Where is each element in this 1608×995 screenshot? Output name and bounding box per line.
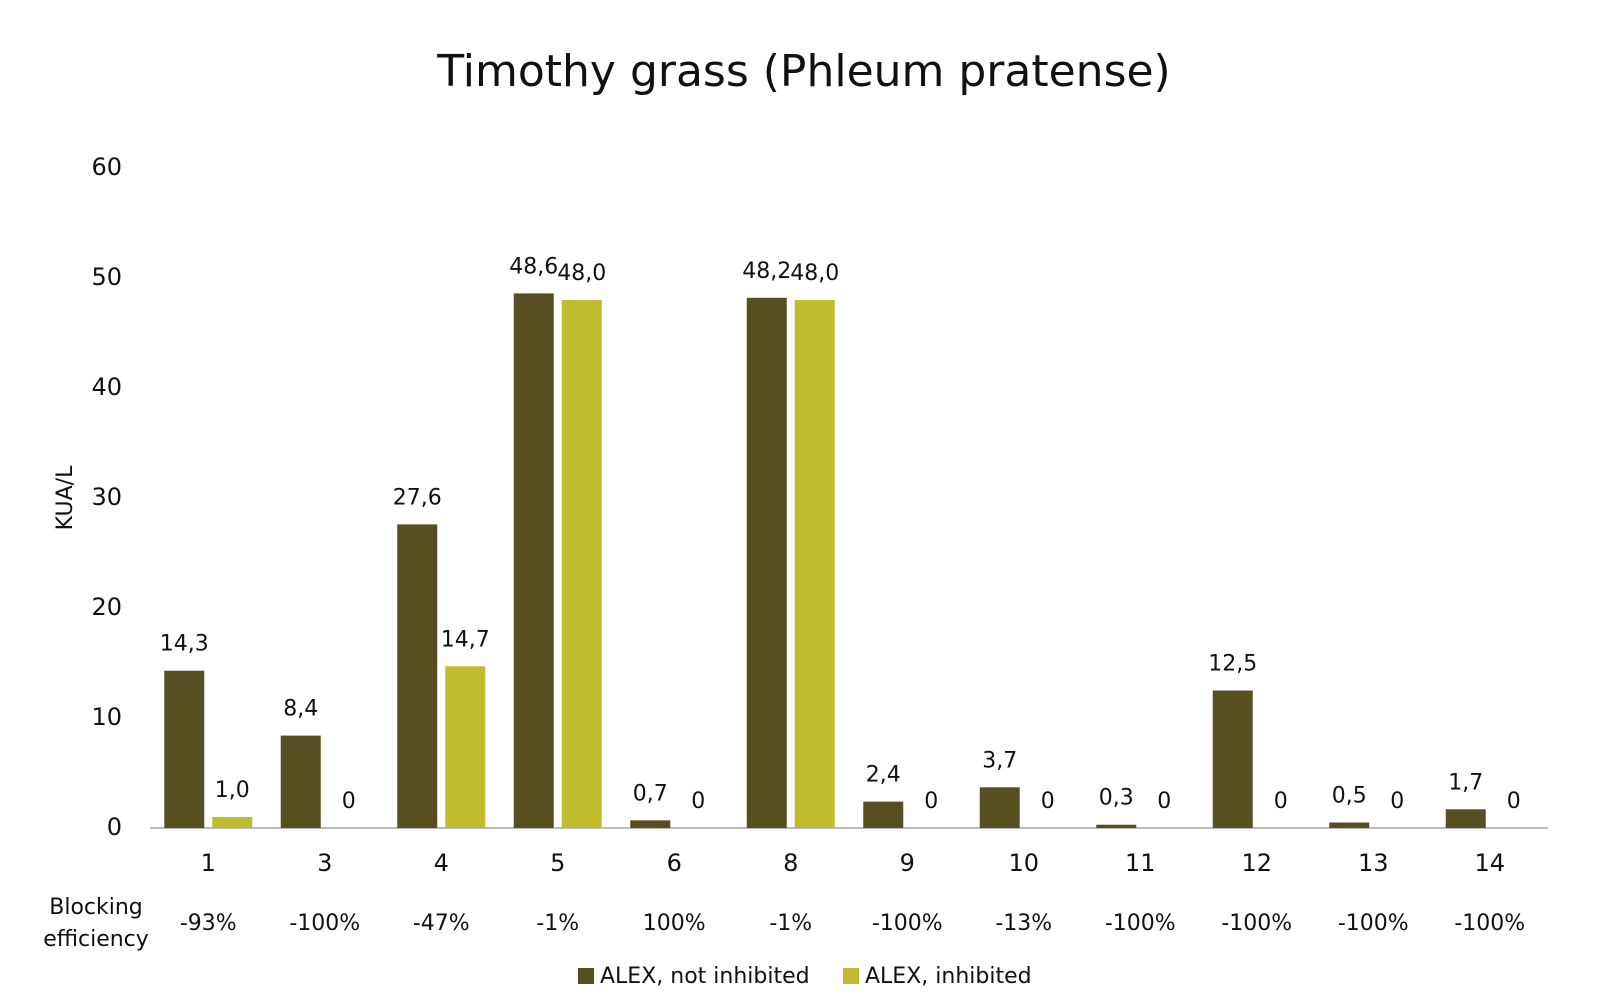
data-label: 48,0 <box>790 261 839 286</box>
blocking-efficiency-value: -1% <box>769 911 812 936</box>
data-label: 14,7 <box>441 627 490 652</box>
data-label: 0 <box>691 789 705 814</box>
data-label: 14,3 <box>160 632 209 657</box>
blocking-efficiency-value: -100% <box>1338 911 1409 936</box>
data-label: 2,4 <box>866 763 901 788</box>
blocking-efficiency-value: -100% <box>1105 911 1176 936</box>
data-label: 0 <box>1041 789 1055 814</box>
blocking-efficiency-value: -13% <box>995 911 1052 936</box>
bar <box>979 787 1020 828</box>
x-tick-label: 4 <box>434 849 449 877</box>
x-tick-label: 3 <box>317 849 332 877</box>
data-label: 1,0 <box>215 778 250 803</box>
bar <box>1329 822 1370 828</box>
data-label: 48,0 <box>557 261 606 286</box>
x-tick-label: 12 <box>1241 849 1272 877</box>
y-tick-label: 50 <box>91 263 122 291</box>
blocking-efficiency-value: -47% <box>413 911 470 936</box>
data-label: 0 <box>1390 789 1404 814</box>
bar <box>212 817 253 828</box>
blocking-efficiency-value: 100% <box>643 911 706 936</box>
x-tick-label: 6 <box>667 849 682 877</box>
y-tick-label: 0 <box>107 813 122 841</box>
data-label: 0 <box>1157 789 1171 814</box>
bar <box>445 666 486 828</box>
chart-title: Timothy grass (Phleum pratense) <box>436 46 1170 97</box>
data-label: 48,2 <box>742 259 791 284</box>
y-axis-label: KUA/L <box>53 465 78 530</box>
data-label: 0 <box>342 789 356 814</box>
data-label: 27,6 <box>393 485 442 510</box>
bar <box>164 670 205 828</box>
x-tick-label: 10 <box>1008 849 1039 877</box>
legend-swatch <box>843 968 859 984</box>
bar <box>1096 824 1137 828</box>
legend-label: ALEX, inhibited <box>865 964 1032 989</box>
x-tick-label: 9 <box>900 849 915 877</box>
bar <box>794 300 835 828</box>
y-tick-label: 30 <box>91 483 122 511</box>
blocking-efficiency-value: -100% <box>1454 911 1525 936</box>
blocking-efficiency-label: Blocking efficiency <box>43 895 149 952</box>
bar <box>280 735 321 828</box>
x-tick-label: 8 <box>783 849 798 877</box>
y-tick-label: 40 <box>91 373 122 401</box>
bar <box>513 293 554 828</box>
bar <box>561 300 602 828</box>
bar <box>863 801 904 828</box>
data-label: 8,4 <box>283 697 318 722</box>
data-label: 48,6 <box>509 254 558 279</box>
x-tick-label: 11 <box>1125 849 1156 877</box>
x-tick-label: 5 <box>550 849 565 877</box>
x-tick-label: 14 <box>1474 849 1505 877</box>
x-tick-label: 13 <box>1358 849 1389 877</box>
data-label: 0 <box>1507 789 1521 814</box>
blocking-efficiency-value: -93% <box>180 911 237 936</box>
bar <box>630 820 671 828</box>
data-label: 0,5 <box>1332 784 1367 809</box>
y-tick-label: 10 <box>91 703 122 731</box>
data-label: 0,7 <box>633 781 668 806</box>
y-tick-label: 20 <box>91 593 122 621</box>
data-label: 0 <box>1274 789 1288 814</box>
data-label: 0 <box>924 789 938 814</box>
blocking-efficiency-value: -100% <box>872 911 943 936</box>
bar <box>1212 690 1253 828</box>
legend-swatch <box>578 968 594 984</box>
data-label: 1,7 <box>1448 770 1483 795</box>
blocking-efficiency-value: -100% <box>289 911 360 936</box>
blocking-efficiency-value: -1% <box>536 911 579 936</box>
bar <box>746 297 787 828</box>
data-label: 12,5 <box>1208 652 1257 677</box>
legend-label: ALEX, not inhibited <box>600 964 810 989</box>
x-tick-label: 1 <box>201 849 216 877</box>
blocking-efficiency-value: -100% <box>1221 911 1292 936</box>
y-tick-label: 60 <box>91 153 122 181</box>
data-label: 0,3 <box>1099 786 1134 811</box>
bar <box>1445 809 1486 828</box>
data-label: 3,7 <box>982 748 1017 773</box>
bar <box>397 524 438 828</box>
